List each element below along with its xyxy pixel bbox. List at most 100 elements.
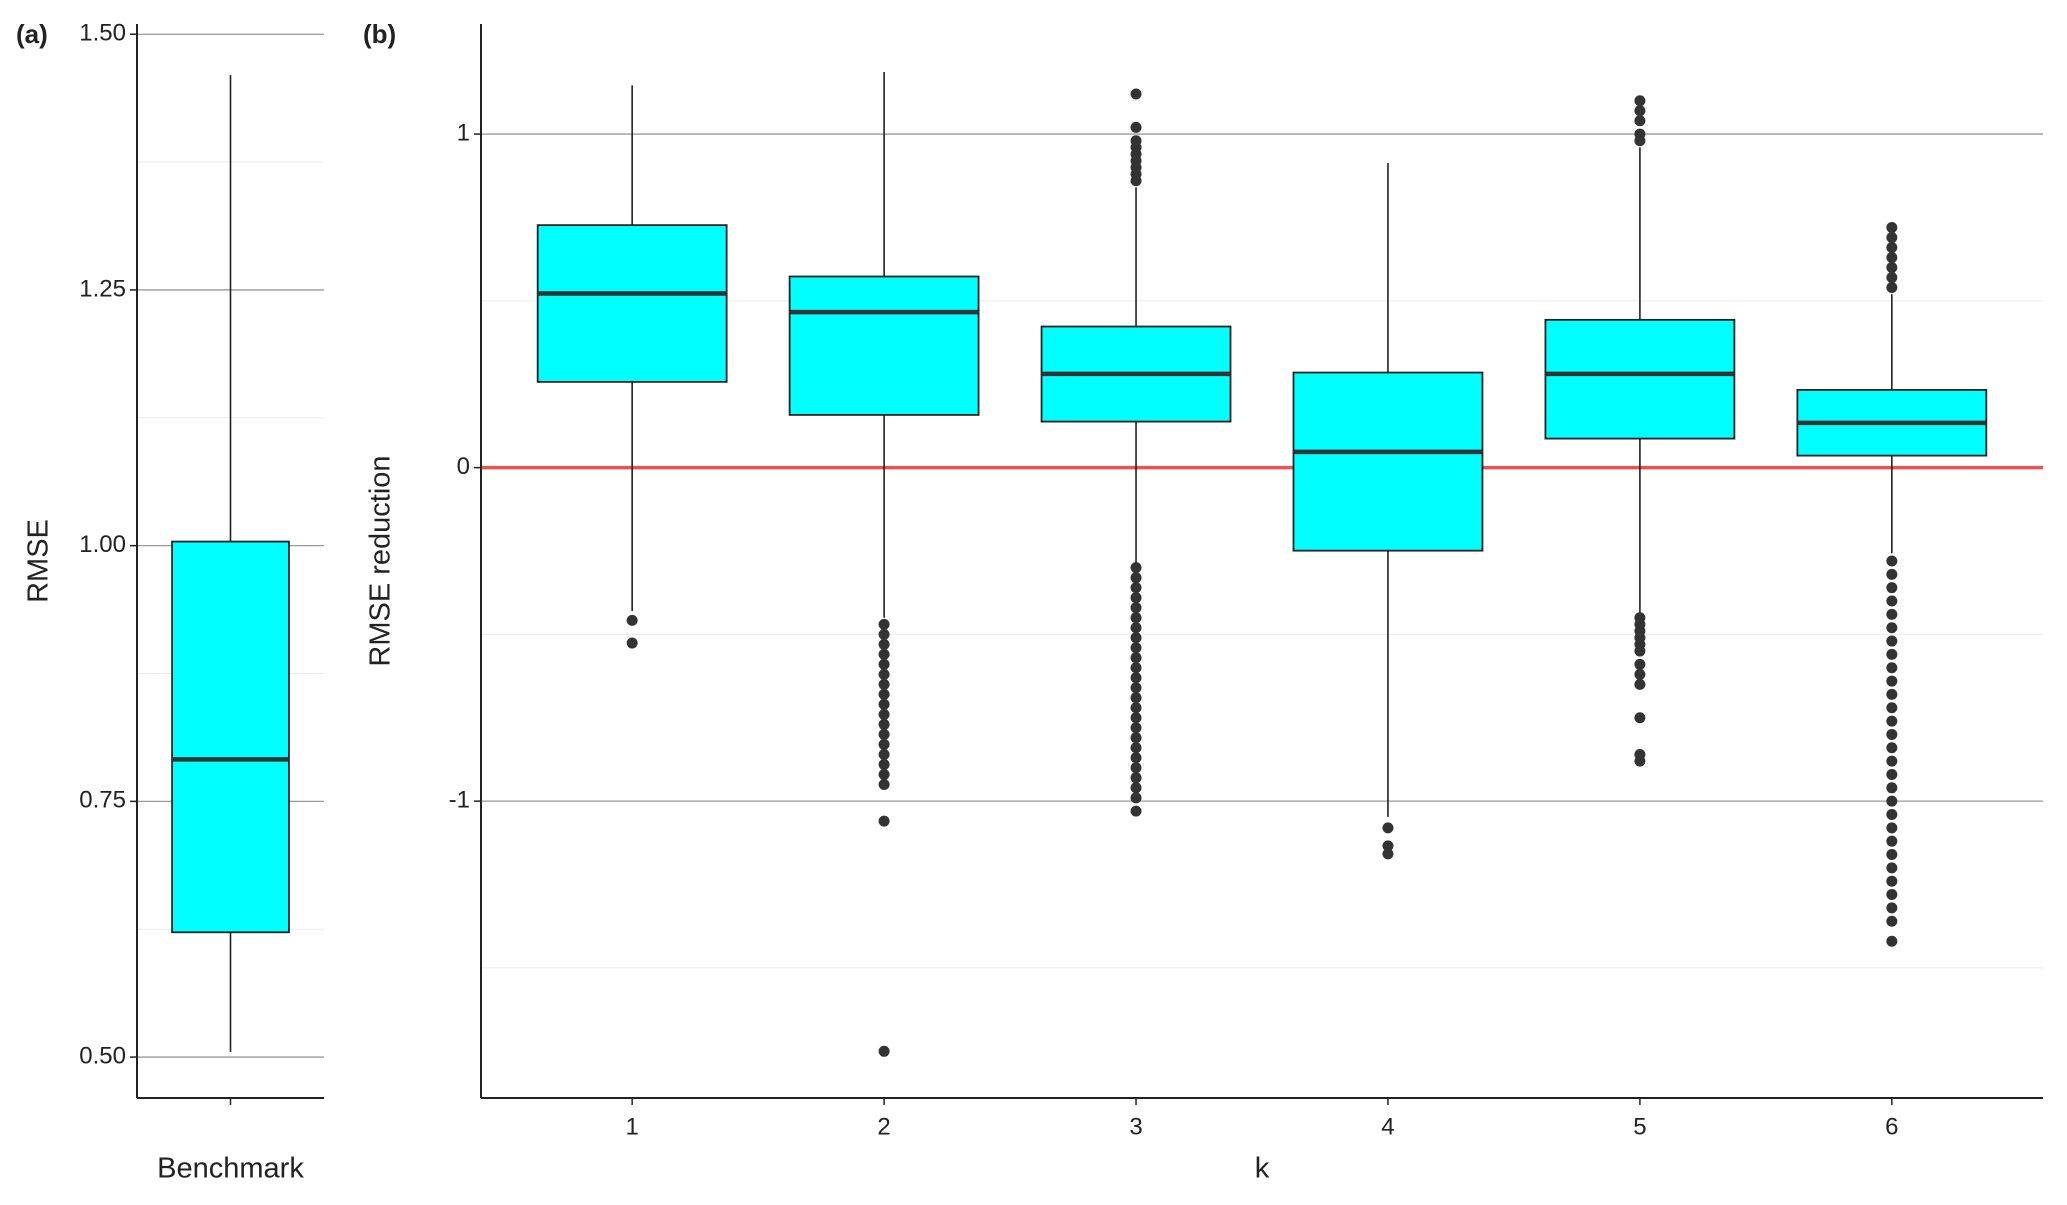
outlier	[1886, 595, 1898, 607]
outlier	[1130, 612, 1142, 624]
outlier	[1886, 728, 1898, 740]
outlier	[1634, 105, 1646, 117]
outlier	[1886, 849, 1898, 861]
outlier	[1382, 848, 1394, 860]
outlier	[878, 718, 890, 730]
outlier	[1886, 662, 1898, 674]
outlier	[1130, 602, 1142, 614]
outlier	[1886, 648, 1898, 660]
outlier	[1634, 95, 1646, 107]
outlier	[1886, 782, 1898, 794]
outlier	[1886, 555, 1898, 567]
outlier	[1130, 622, 1142, 634]
outlier	[1886, 281, 1898, 293]
outlier	[1886, 935, 1898, 947]
outlier	[1130, 632, 1142, 644]
outlier	[1130, 722, 1142, 734]
outlier	[1130, 732, 1142, 744]
outlier	[1886, 688, 1898, 700]
outlier	[1886, 755, 1898, 767]
outlier	[1886, 702, 1898, 714]
outlier	[1130, 772, 1142, 784]
outlier	[878, 778, 890, 790]
outlier	[878, 698, 890, 710]
outlier	[1886, 231, 1898, 243]
outlier	[1886, 271, 1898, 283]
y-axis-title: RMSE reduction	[365, 455, 397, 666]
outlier	[878, 738, 890, 750]
outlier	[878, 815, 890, 827]
outlier	[878, 638, 890, 650]
outlier	[1886, 915, 1898, 927]
outlier	[878, 618, 890, 630]
box	[536, 224, 728, 383]
outlier	[1886, 608, 1898, 620]
outlier	[1634, 128, 1646, 140]
outlier	[1886, 822, 1898, 834]
y-tick-label: 1.25	[79, 275, 126, 302]
outlier	[1382, 822, 1394, 834]
x-tick-label: 2	[877, 1113, 890, 1140]
outlier	[1130, 582, 1142, 594]
y-tick-label: -1	[449, 786, 470, 813]
outlier	[1886, 635, 1898, 647]
y-tick-label: 0.50	[79, 1042, 126, 1069]
y-tick-label: 1.00	[79, 531, 126, 558]
outlier	[1886, 568, 1898, 580]
outlier	[1130, 662, 1142, 674]
outlier	[1886, 261, 1898, 273]
outlier	[1886, 889, 1898, 901]
outlier	[1634, 658, 1646, 670]
outlier	[1130, 742, 1142, 754]
outlier	[878, 658, 890, 670]
outlier	[626, 614, 638, 626]
outlier	[1130, 805, 1142, 817]
outlier	[878, 678, 890, 690]
box	[1292, 371, 1484, 552]
outlier	[1886, 622, 1898, 634]
outlier	[1886, 875, 1898, 887]
outlier	[1382, 840, 1394, 852]
y-tick-label: 0	[457, 453, 470, 480]
outlier	[1130, 792, 1142, 804]
outlier	[1886, 582, 1898, 594]
outlier	[1886, 902, 1898, 914]
outlier	[1130, 672, 1142, 684]
outlier	[1886, 768, 1898, 780]
outlier	[1886, 251, 1898, 263]
outlier	[1886, 221, 1898, 233]
box	[171, 540, 290, 934]
outlier	[1634, 755, 1646, 767]
outlier	[1130, 88, 1142, 100]
outlier	[1634, 645, 1646, 657]
outlier	[1130, 692, 1142, 704]
outlier	[1130, 702, 1142, 714]
outlier	[878, 708, 890, 720]
outlier	[1634, 115, 1646, 127]
x-tick-label: 4	[1381, 1113, 1394, 1140]
y-axis-title: RMSE	[23, 519, 55, 603]
outlier	[1886, 715, 1898, 727]
outlier	[1886, 862, 1898, 874]
outlier	[1886, 808, 1898, 820]
outlier	[878, 748, 890, 760]
outlier	[1130, 782, 1142, 794]
outlier	[1130, 762, 1142, 774]
y-tick-label: 0.75	[79, 787, 126, 814]
outlier	[878, 728, 890, 740]
outlier	[878, 648, 890, 660]
outlier	[878, 768, 890, 780]
y-tick-label: 1.50	[79, 20, 126, 47]
x-tick-label: 6	[1885, 1113, 1898, 1140]
outlier	[1886, 742, 1898, 754]
outlier	[878, 1045, 890, 1057]
panel-label: (a)	[16, 19, 48, 49]
outlier	[1130, 752, 1142, 764]
outlier	[878, 688, 890, 700]
outlier	[626, 637, 638, 649]
x-tick-label: 5	[1633, 1113, 1646, 1140]
outlier	[878, 758, 890, 770]
outlier	[1130, 135, 1142, 147]
box	[788, 275, 980, 416]
